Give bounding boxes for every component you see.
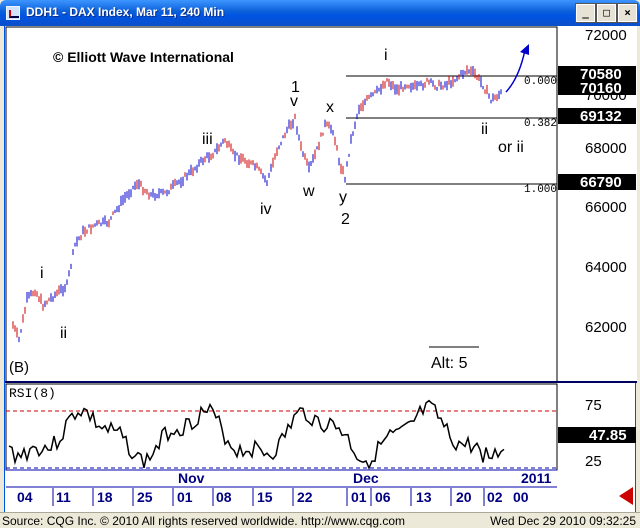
status-datetime: Wed Dec 29 2010 09:32:25 xyxy=(490,514,636,528)
price-tag-66790-bg xyxy=(558,174,636,190)
price-bars xyxy=(12,65,502,343)
day-label-20: 20 xyxy=(456,489,472,505)
wave-label-or-ii: or ii xyxy=(498,139,524,156)
price-tick-62000: 62000 xyxy=(585,319,627,336)
chart-canvas[interactable]: 0.000 0.382 1.000 © Elliott Wave Interna… xyxy=(5,26,637,512)
minimize-button[interactable]: _ xyxy=(575,3,596,23)
fib-label-382: 0.382 xyxy=(524,118,557,130)
day-axis[interactable] xyxy=(6,487,557,507)
chart-window[interactable]: 0.000 0.382 1.000 © Elliott Wave Interna… xyxy=(4,26,637,512)
price-tick-64000: 64000 xyxy=(585,259,627,276)
day-label-01a: 01 xyxy=(177,489,193,505)
scroll-left-arrow-icon[interactable] xyxy=(619,487,633,505)
arrow-head-icon xyxy=(520,44,529,55)
app-icon xyxy=(6,6,20,20)
wave-label-2: 2 xyxy=(341,211,350,228)
price-tag-69132-bg xyxy=(558,108,636,124)
rsi-title: RSI(8) xyxy=(9,386,56,401)
price-tick-66000: 66000 xyxy=(585,199,627,216)
rsi-line xyxy=(8,399,505,470)
day-label-02: 02 xyxy=(487,489,503,505)
day-label-11: 11 xyxy=(56,489,71,505)
day-label-25: 25 xyxy=(137,489,153,505)
wave-label-1: 1 xyxy=(291,79,300,96)
month-axis[interactable] xyxy=(6,470,557,486)
wave-label-b: (B) xyxy=(9,359,29,376)
price-tag-69132: 69132 xyxy=(580,108,622,125)
wave-label-iv: iv xyxy=(260,201,272,218)
close-button[interactable]: × xyxy=(617,3,638,23)
fib-label-1000: 1.000 xyxy=(524,184,557,196)
month-label-dec: Dec xyxy=(353,470,379,486)
wave-label-y: y xyxy=(339,189,347,206)
wave-label-i-left: i xyxy=(40,265,44,282)
maximize-button[interactable]: □ xyxy=(596,3,617,23)
day-label-22: 22 xyxy=(297,489,313,505)
projection-arrow xyxy=(505,49,526,93)
price-tag-70160: 70160 xyxy=(580,80,622,97)
rsi-tick-75: 75 xyxy=(585,397,602,414)
day-label-15: 15 xyxy=(257,489,273,505)
wave-label-v: v xyxy=(290,93,298,110)
alt-label: Alt: 5 xyxy=(431,355,468,372)
day-label-04: 04 xyxy=(17,489,33,505)
month-label-2011: 2011 xyxy=(521,470,552,486)
day-label-13: 13 xyxy=(416,489,432,505)
wave-label-x: x xyxy=(326,99,334,116)
rsi-current-value: 47.85 xyxy=(589,427,627,444)
day-label-18: 18 xyxy=(97,489,113,505)
rsi-tick-25: 25 xyxy=(585,453,602,470)
wave-label-ii-left: ii xyxy=(60,325,67,342)
price-tag-70580: 70580 xyxy=(580,66,622,83)
window-title: DDH1 - DAX Index, Mar 11, 240 Min xyxy=(26,5,225,19)
rsi-panel-frame xyxy=(5,383,558,471)
fib-label-0: 0.000 xyxy=(524,76,557,88)
day-label-06: 06 xyxy=(375,489,391,505)
day-label-00: 00 xyxy=(513,489,529,505)
copyright-label: © Elliott Wave International xyxy=(53,49,234,65)
rsi-current-bg xyxy=(558,427,636,443)
price-tag-70160-bg xyxy=(558,80,636,95)
window-titlebar[interactable]: DDH1 - DAX Index, Mar 11, 240 Min _ □ × xyxy=(0,0,640,26)
price-tag-66790: 66790 xyxy=(580,174,622,191)
wave-label-ii-right: ii xyxy=(481,121,488,138)
day-label-08: 08 xyxy=(216,489,232,505)
price-tag-70580-bg xyxy=(558,66,636,82)
source-credit: Source: CQG Inc. © 2010 All rights reser… xyxy=(2,514,406,528)
month-label-nov: Nov xyxy=(178,470,205,486)
price-tick-68000: 68000 xyxy=(585,140,627,157)
wave-label-w: w xyxy=(302,183,315,200)
wave-label-iii: iii xyxy=(202,131,213,148)
day-label-01b: 01 xyxy=(351,489,367,505)
status-bar: Source: CQG Inc. © 2010 All rights reser… xyxy=(0,512,640,528)
price-panel-frame xyxy=(5,26,558,383)
wave-label-i-right: i xyxy=(384,47,388,64)
price-tick-72000: 72000 xyxy=(585,27,627,44)
